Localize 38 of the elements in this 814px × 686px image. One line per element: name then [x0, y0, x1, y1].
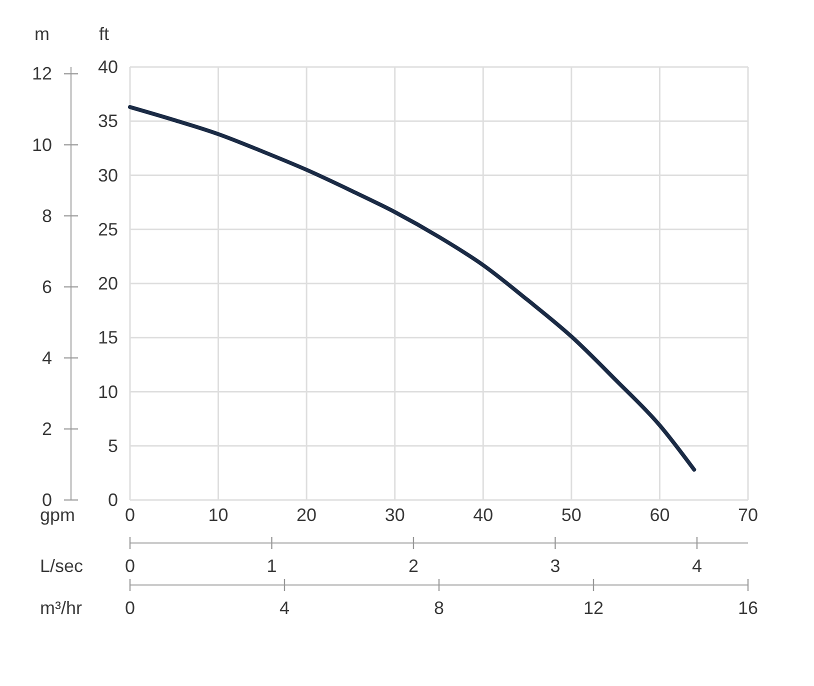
x-tick-label: 40: [473, 505, 494, 525]
y-tick-label: 20: [98, 274, 118, 294]
y-tick-label: 40: [98, 57, 118, 77]
y-axis-title: m: [34, 24, 50, 44]
y-tick-label: 35: [98, 111, 118, 132]
x2-tick-label: 4: [692, 556, 702, 576]
x-tick-label: 30: [384, 505, 405, 525]
x2-tick-label: 2: [408, 556, 418, 576]
x-tick-label: 10: [208, 505, 228, 525]
y-tick-label: 30: [98, 165, 118, 186]
x-axis-title: m³/hr: [40, 598, 82, 618]
x-tick-label: 0: [124, 598, 136, 618]
y-tick-label: 4: [42, 348, 52, 368]
x-tick-label: 12: [583, 598, 604, 618]
y-tick-label: 15: [98, 328, 118, 348]
x2-axis-title: L/sec: [40, 556, 84, 576]
x-tick-label: 60: [650, 505, 670, 525]
x-tick-label: 70: [738, 505, 758, 525]
x-tick-label: 20: [296, 505, 317, 525]
y-tick-label: 2: [42, 418, 52, 439]
x2-tick-label: 0: [124, 556, 136, 576]
x-tick-label: 0: [124, 505, 136, 525]
y-tick-label: 6: [42, 276, 52, 297]
x-tick-label: 8: [434, 598, 444, 618]
line-series: [128, 105, 696, 472]
y-tick-label: 12: [32, 64, 52, 84]
y-tick-label: 10: [98, 382, 118, 402]
x2-tick-label: 1: [266, 556, 277, 576]
y-tick-label: 8: [42, 206, 52, 226]
x2-tick-label: 3: [550, 556, 560, 576]
y-axis-title: ft: [98, 24, 110, 44]
x-tick-label: 50: [561, 505, 582, 525]
x-tick-label: 4: [279, 598, 290, 618]
y-tick-label: 5: [108, 436, 118, 456]
x-tick-label: 16: [738, 598, 758, 618]
y-tick-label: 0: [108, 490, 118, 510]
y-tick-label: 25: [98, 219, 118, 240]
y-tick-label: 10: [32, 134, 52, 155]
